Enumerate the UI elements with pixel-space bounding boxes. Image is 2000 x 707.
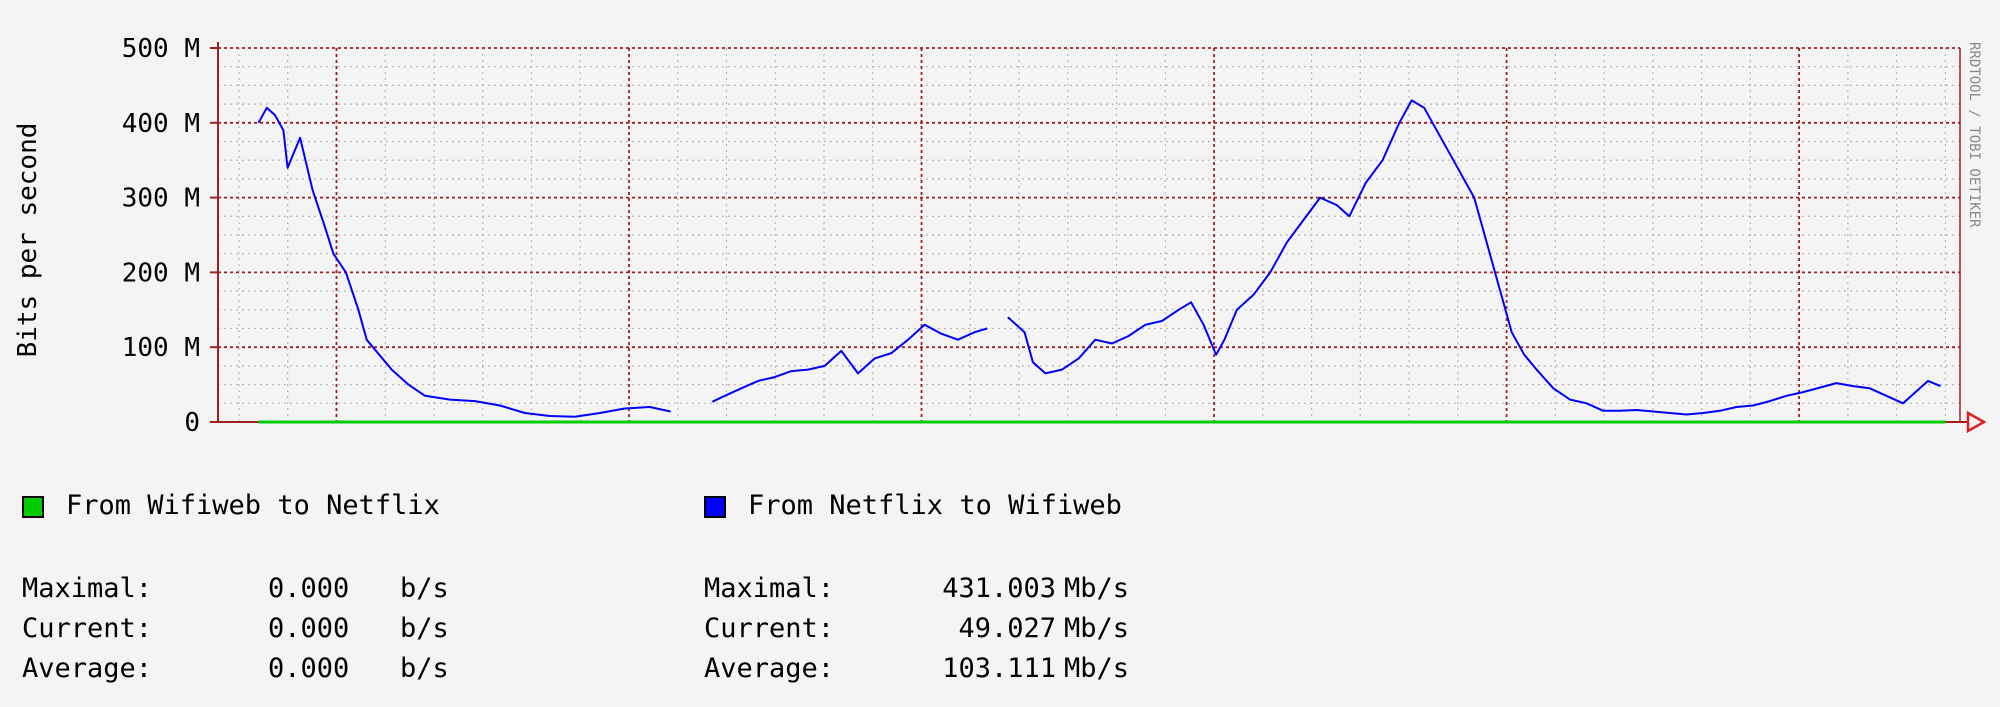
y-tick-label: 200 M	[122, 258, 200, 288]
traffic-chart: 0 100 M 200 M 300 M 400 M 500 M 00:00 06:00 12:0…	[13, 34, 1987, 440]
stat-in-max-label: Maximal:	[704, 573, 835, 604]
y-axis-label: Bits per second	[13, 123, 43, 358]
stat-out-cur-label: Current:	[22, 613, 153, 644]
stat-out-cur-unit: b/s	[400, 613, 449, 644]
stat-in-avg-label: Average:	[704, 653, 835, 684]
stat-in-max-value: 431.003	[942, 573, 1056, 604]
legend-label-out: From Wifiweb to Netflix	[66, 490, 440, 521]
x-tick-label: 12:00	[882, 439, 960, 440]
stat-in-cur-label: Current:	[704, 613, 835, 644]
series-in-line-1	[711, 323, 988, 403]
stat-out-avg-value: 0.000	[268, 653, 350, 684]
y-tick-label: 500 M	[122, 34, 200, 64]
y-tick-label: 100 M	[122, 333, 200, 363]
x-tick-label: 06:00	[590, 439, 668, 440]
y-tick-label: 400 M	[122, 109, 200, 139]
stat-out-max-value: 0.000	[268, 573, 350, 604]
stat-in-avg-value: 103.111	[942, 653, 1056, 684]
y-tick-label: 0	[184, 408, 200, 438]
series-in-line-0	[257, 106, 671, 418]
series-in-line-2	[1007, 99, 1941, 416]
x-tick-label: 06:00	[1760, 439, 1838, 440]
stat-out-avg-label: Average:	[22, 653, 153, 684]
stat-in-cur-unit: Mb/s	[1064, 613, 1130, 644]
legend-label-in: From Netflix to Wifiweb	[748, 490, 1122, 521]
stat-in-max-unit: Mb/s	[1064, 573, 1130, 604]
x-tick-label: 00:00	[297, 439, 375, 440]
y-tick-label: 300 M	[122, 184, 200, 214]
stat-in-avg-unit: Mb/s	[1064, 653, 1130, 684]
stat-out-cur-value: 0.000	[268, 613, 350, 644]
legend-swatch-out	[22, 496, 44, 518]
x-tick-label: 00:00	[1467, 439, 1545, 440]
stat-in-cur-value: 49.027	[958, 613, 1056, 644]
stat-out-avg-unit: b/s	[400, 653, 449, 684]
legend-swatch-in	[704, 496, 726, 518]
stat-out-max-label: Maximal:	[22, 573, 153, 604]
stat-out-max-unit: b/s	[400, 573, 449, 604]
rrdtool-watermark: RRDTOOL / TOBI OETIKER	[1966, 42, 1982, 228]
x-tick-label: 18:00	[1175, 439, 1253, 440]
x-axis-arrow	[1966, 410, 1987, 434]
